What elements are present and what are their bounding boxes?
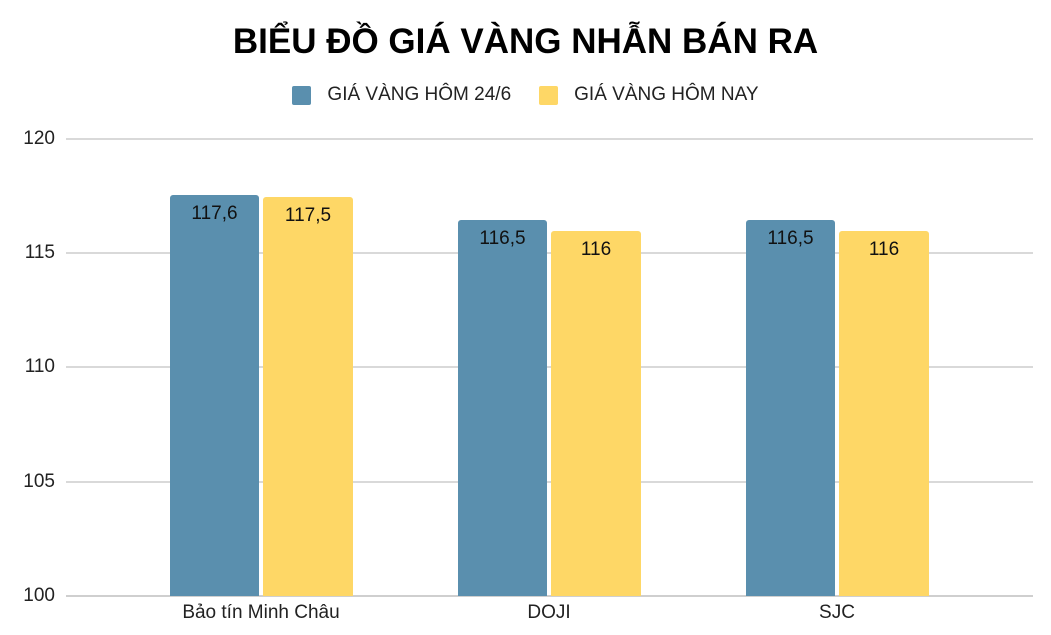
y-tick-105: 105	[23, 471, 55, 492]
gridline-115	[66, 252, 1033, 254]
bar-doji-24-6: 116,5	[458, 220, 547, 596]
legend-label: GIÁ VÀNG HÔM NAY	[574, 84, 759, 105]
gridline-105	[66, 481, 1033, 483]
y-tick-110: 110	[24, 356, 55, 377]
legend: GIÁ VÀNG HÔM 24/6 GIÁ VÀNG HÔM NAY	[0, 84, 1051, 106]
chart-title: BIỂU ĐỒ GIÁ VÀNG NHẪN BÁN RA	[232, 22, 819, 61]
legend-item-24-6: GIÁ VÀNG HÔM 24/6	[292, 84, 511, 106]
bar-value-label: 116	[868, 239, 900, 260]
bar-value-label: 117,5	[284, 205, 332, 226]
y-tick-100: 100	[23, 585, 55, 606]
x-tick-doji: DOJI	[527, 602, 571, 623]
gridline-110	[66, 366, 1033, 368]
y-tick-115: 115	[24, 242, 55, 263]
x-tick-btmc: Bảo tín Minh Châu	[182, 602, 340, 623]
legend-swatch-blue	[292, 85, 312, 105]
bar-sjc-today: 116	[839, 231, 929, 596]
x-tick-sjc: SJC	[819, 602, 855, 623]
bar-value-label: 116	[580, 239, 612, 260]
bar-value-label: 116,5	[767, 228, 814, 249]
bar-doji-today: 116	[551, 231, 641, 596]
gridline-120	[66, 138, 1033, 140]
legend-swatch-yellow	[539, 85, 559, 105]
legend-label: GIÁ VÀNG HÔM 24/6	[327, 84, 512, 105]
bar-value-label: 117,6	[191, 203, 238, 224]
gridline-100	[66, 595, 1033, 597]
bar-btmc-today: 117,5	[263, 197, 353, 596]
bar-sjc-24-6: 116,5	[746, 220, 835, 596]
bar-value-label: 116,5	[479, 228, 526, 249]
legend-item-today: GIÁ VÀNG HÔM NAY	[539, 84, 759, 106]
y-tick-120: 120	[23, 128, 55, 149]
bar-btmc-24-6: 117,6	[170, 195, 259, 596]
